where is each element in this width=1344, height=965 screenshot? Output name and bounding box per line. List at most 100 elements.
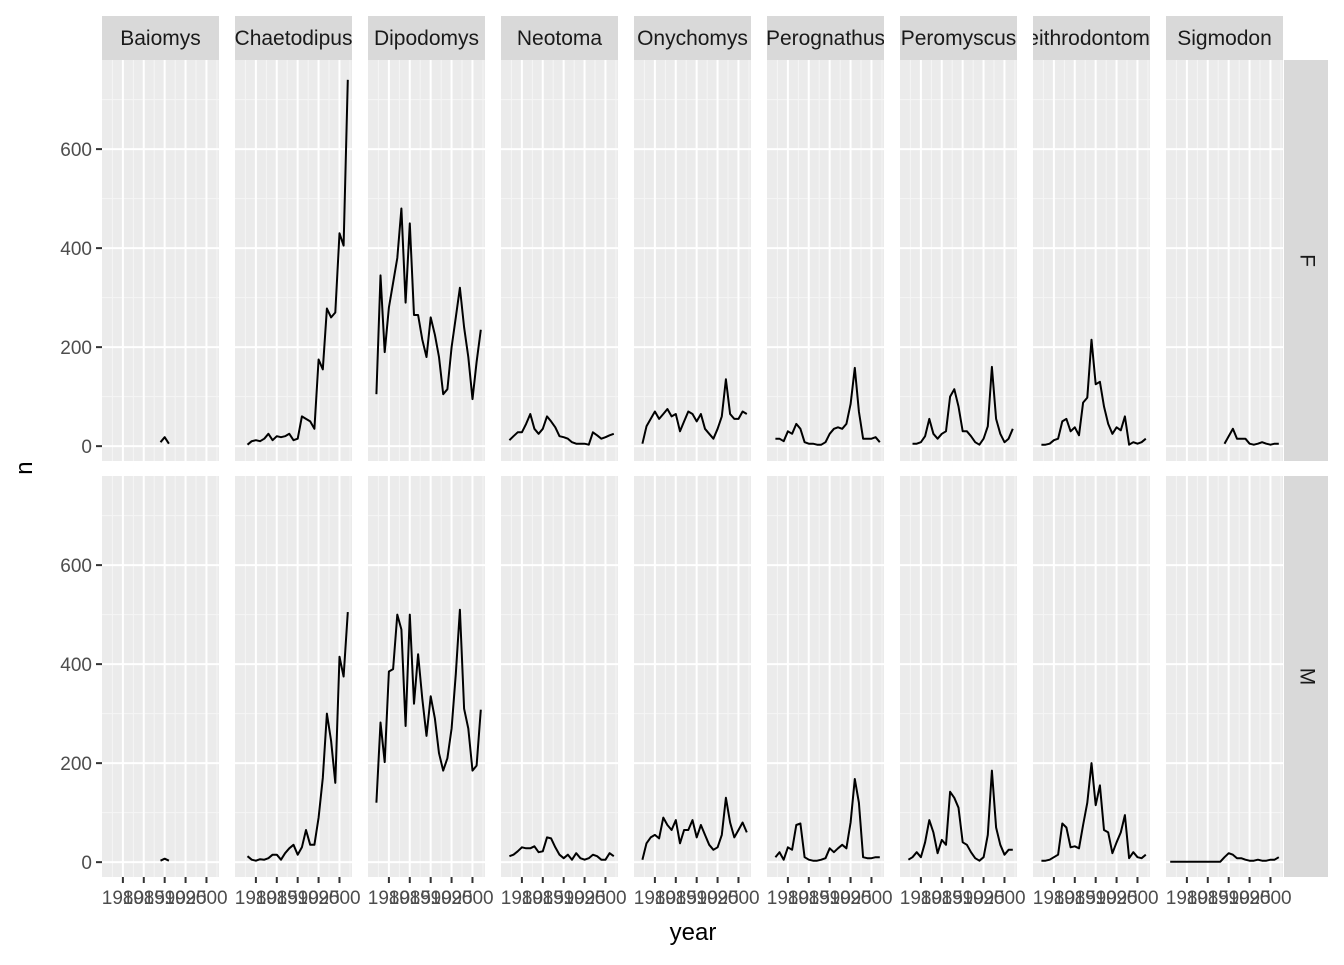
x-tick-label: 1980	[235, 888, 277, 909]
x-tick-label: 1990	[1075, 888, 1117, 909]
x-tick-label: 1985	[123, 888, 165, 909]
series-line-baiomys-m	[160, 857, 170, 862]
x-tick-label: 1990	[144, 888, 186, 909]
x-tick-label: 2000	[584, 888, 626, 909]
facet-label-baiomys: Baiomys	[120, 27, 201, 50]
series-line-peromyscus-f	[912, 365, 1014, 446]
x-tick-label: 1985	[389, 888, 431, 909]
x-tick-label: 1995	[1228, 888, 1270, 909]
facet-strip-neotoma	[501, 16, 618, 60]
series-line-reithrodontomys-m	[1041, 762, 1147, 862]
facet-label-chaetodipus: Chaetodipus	[235, 27, 353, 50]
x-tick-label: 1995	[962, 888, 1004, 909]
facet-label-onychomys: Onychomys	[637, 27, 748, 50]
facet-label-sigmodon: Sigmodon	[1177, 27, 1272, 50]
x-tick-label: 1990	[676, 888, 718, 909]
series-line-onychomys-m	[641, 796, 748, 860]
x-tick-label: 1985	[256, 888, 298, 909]
panel-bg	[102, 476, 219, 877]
panel-bg	[767, 476, 884, 877]
panel-bg	[900, 476, 1017, 877]
panel-bg	[501, 60, 618, 461]
row-strip-m	[1284, 476, 1328, 877]
series-line-reithrodontomys-f	[1041, 338, 1147, 446]
y-tick-label: 200	[60, 338, 92, 359]
series-line-peromyscus-m	[907, 769, 1013, 862]
x-tick-label: 1990	[809, 888, 851, 909]
x-tick-label: 1985	[1054, 888, 1096, 909]
y-tick-label: 400	[60, 239, 92, 260]
x-tick-label: 1995	[164, 888, 206, 909]
x-axis-title: year	[670, 919, 717, 946]
y-axis-title: n	[11, 461, 38, 474]
x-tick-label: 2000	[318, 888, 360, 909]
x-tick-label: 1995	[563, 888, 605, 909]
facet-label-peromyscus: Peromyscus	[901, 27, 1017, 50]
series-line-chaetodipus-f	[246, 79, 349, 446]
x-tick-label: 1995	[696, 888, 738, 909]
x-tick-label: 1990	[1208, 888, 1250, 909]
series-line-dipodomys-f	[375, 207, 482, 401]
facet-strip-chaetodipus	[235, 16, 352, 60]
panel-bg	[368, 60, 485, 461]
x-tick-label: 1985	[921, 888, 963, 909]
y-tick-label: 200	[60, 754, 92, 775]
facet-strip-onychomys	[634, 16, 751, 60]
facet-label-neotoma: Neotoma	[517, 27, 603, 50]
x-tick-label: 1990	[277, 888, 319, 909]
x-tick-label: 1995	[1095, 888, 1137, 909]
x-tick-label: 1980	[767, 888, 809, 909]
x-tick-label: 2000	[850, 888, 892, 909]
series-line-neotoma-f	[508, 413, 615, 446]
x-tick-label: 1990	[543, 888, 585, 909]
x-tick-label: 1980	[634, 888, 676, 909]
x-tick-label: 1995	[829, 888, 871, 909]
panel-bg	[634, 476, 751, 877]
series-line-sigmodon-f	[1223, 427, 1279, 446]
series-line-perognathus-f	[775, 366, 881, 446]
panel-bg	[501, 476, 618, 877]
x-tick-label: 1985	[1187, 888, 1229, 909]
x-tick-label: 2000	[185, 888, 227, 909]
x-tick-label: 1980	[368, 888, 410, 909]
x-tick-label: 1990	[410, 888, 452, 909]
row-strip-f	[1284, 60, 1328, 461]
panel-bg	[1166, 476, 1283, 877]
panel-bg	[767, 60, 884, 461]
series-line-chaetodipus-m	[246, 612, 349, 862]
y-tick-label: 600	[60, 140, 92, 161]
x-tick-label: 1985	[522, 888, 564, 909]
series-line-onychomys-f	[641, 378, 748, 444]
series-line-sigmodon-m	[1170, 852, 1280, 863]
facet-strip-reithrodontomys	[1033, 16, 1150, 60]
x-tick-label: 2000	[717, 888, 759, 909]
panel-bg	[1166, 60, 1283, 461]
facet-strip-peromyscus	[900, 16, 1017, 60]
x-tick-label: 1985	[788, 888, 830, 909]
y-tick-label: 400	[60, 655, 92, 676]
panel-bg	[1033, 60, 1150, 461]
x-tick-label: 1995	[297, 888, 339, 909]
panel-bg	[102, 60, 219, 461]
x-tick-label: 2000	[1249, 888, 1291, 909]
panel-bg	[235, 476, 352, 877]
facet-strip-sigmodon	[1166, 16, 1283, 60]
x-tick-label: 2000	[983, 888, 1025, 909]
panel-bg	[235, 60, 352, 461]
facet-label-reithrodontomys: Reithrodontomys	[1012, 27, 1171, 50]
facet-strip-dipodomys	[368, 16, 485, 60]
x-tick-label: 1980	[1166, 888, 1208, 909]
y-tick-label: 0	[81, 437, 92, 458]
x-tick-label: 1980	[900, 888, 942, 909]
series-line-dipodomys-m	[375, 608, 482, 803]
panel-bg	[1033, 476, 1150, 877]
x-tick-label: 1990	[942, 888, 984, 909]
y-tick-label: 600	[60, 556, 92, 577]
row-label-m: M	[1295, 668, 1318, 686]
facet-label-perognathus: Perognathus	[766, 27, 885, 50]
x-tick-label: 1980	[102, 888, 144, 909]
y-tick-label: 0	[81, 853, 92, 874]
x-tick-label: 2000	[1116, 888, 1158, 909]
facet-label-dipodomys: Dipodomys	[374, 27, 479, 50]
